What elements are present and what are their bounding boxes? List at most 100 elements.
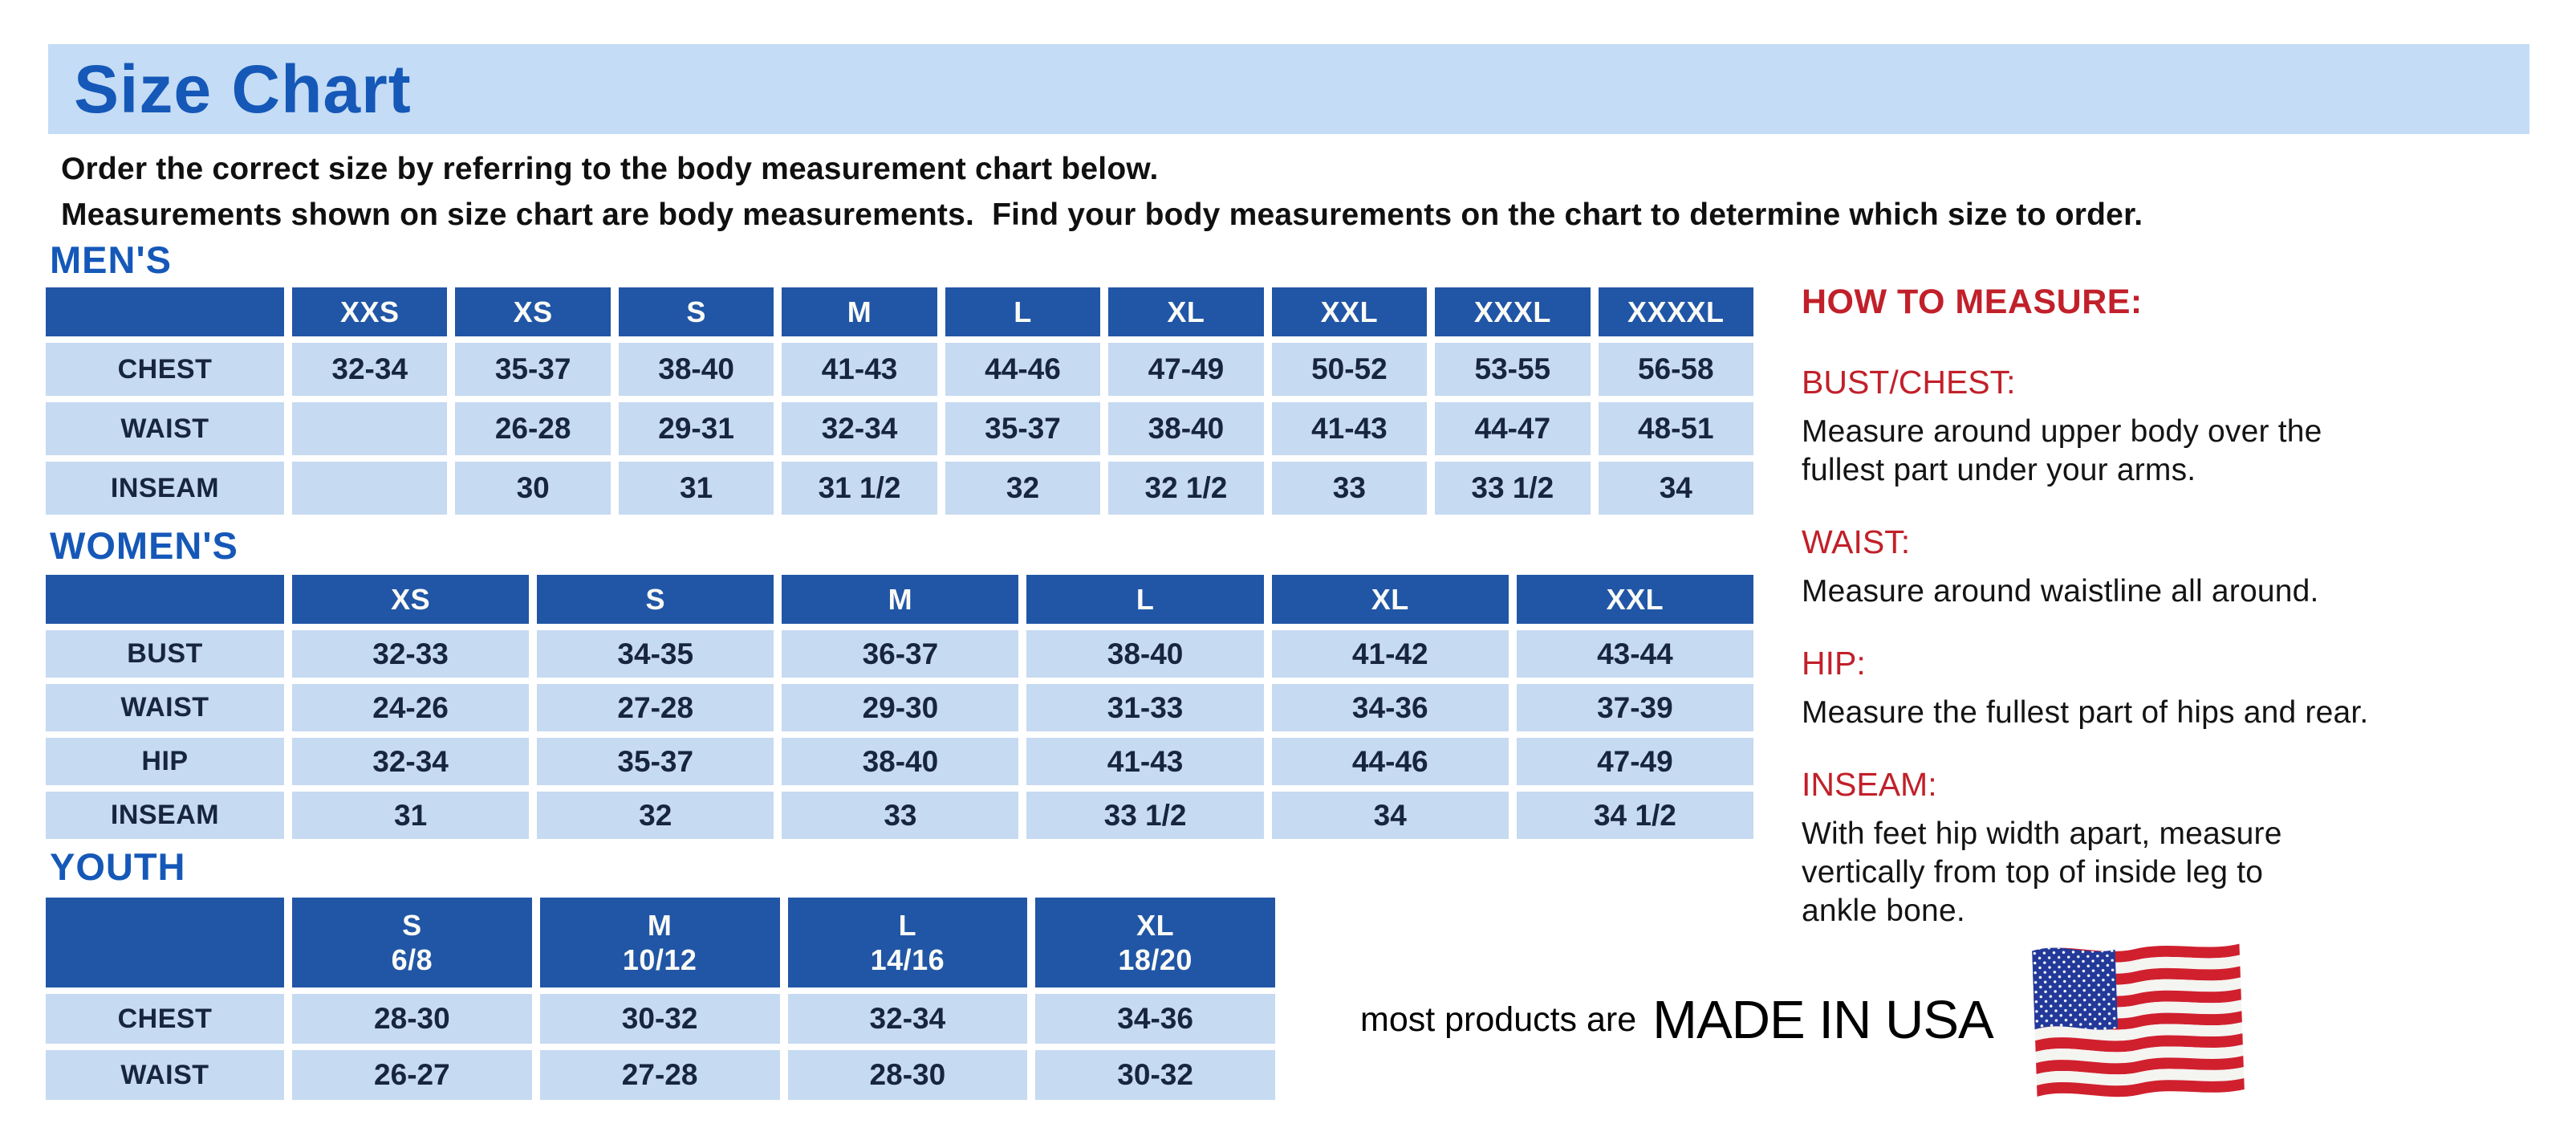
how-to-measure-panel: HOW TO MEASURE: BUST/CHEST: Measure arou…	[1802, 283, 2548, 964]
data-cell: 31	[618, 462, 774, 515]
data-cell: 43-44	[1516, 630, 1753, 678]
data-cell: 33	[782, 792, 1019, 839]
womens-size-table: XS S M L XL XXL BUST 32-33 34-35 36-37 38-40 41-42 4…	[46, 575, 1753, 839]
row-label-cell: INSEAM	[46, 792, 284, 839]
inseam-heading: INSEAM:	[1802, 766, 1937, 803]
data-cell: 41-43	[1271, 402, 1428, 455]
data-cell: 34 1/2	[1516, 792, 1753, 839]
waist-text: Measure around waistline all around.	[1802, 574, 2319, 609]
data-cell: 27-28	[537, 684, 774, 731]
data-cell: 29-30	[782, 684, 1019, 731]
row-label-cell: HIP	[46, 738, 284, 785]
data-cell: 41-42	[1271, 630, 1509, 678]
data-cell: 32-34	[292, 738, 530, 785]
data-cell: 32-34	[782, 402, 937, 455]
data-cell: 38-40	[782, 738, 1019, 785]
size-header-cell: M	[782, 287, 937, 336]
data-cell: 56-58	[1598, 343, 1753, 396]
data-cell: 31	[292, 792, 530, 839]
data-cell: 28-30	[787, 1050, 1028, 1100]
intro-text: Order the correct size by referring to t…	[61, 146, 2143, 238]
data-cell: 34-35	[537, 630, 774, 678]
size-header-cell: XL	[1271, 575, 1509, 624]
hip-heading: HIP:	[1802, 645, 1866, 682]
size-header-cell: XL 18/20	[1035, 898, 1275, 987]
data-cell: 35-37	[455, 343, 611, 396]
waist-heading: WAIST:	[1802, 523, 1911, 560]
data-cell: 32-34	[292, 343, 448, 396]
size-header-cell: S	[537, 575, 774, 624]
size-header-cell: M	[782, 575, 1019, 624]
row-label-cell: WAIST	[46, 402, 284, 455]
data-cell: 38-40	[1108, 402, 1264, 455]
data-cell: 30-32	[539, 994, 780, 1044]
row-label-cell: WAIST	[46, 1050, 284, 1100]
size-header-cell: S 6/8	[292, 898, 532, 987]
size-header-cell: XXS	[292, 287, 448, 336]
row-label-cell: BUST	[46, 630, 284, 678]
size-header-cell: L 14/16	[787, 898, 1028, 987]
header-corner-cell	[46, 898, 284, 987]
data-cell: 38-40	[1026, 630, 1264, 678]
data-cell: 24-26	[292, 684, 530, 731]
data-cell: 47-49	[1516, 738, 1753, 785]
data-cell: 44-46	[1271, 738, 1509, 785]
mens-size-table: XXS XS S M L XL XXL XXXL XXXXL CHEST 32-34 35-37 38-…	[46, 287, 1753, 515]
made-in-usa-prefix: most products are	[1360, 1000, 1637, 1039]
data-cell: 32	[945, 462, 1101, 515]
data-cell: 28-30	[292, 994, 532, 1044]
bust-chest-text: Measure around upper body over the fulle…	[1802, 414, 2322, 487]
data-cell: 44-47	[1435, 402, 1591, 455]
data-cell: 26-28	[455, 402, 611, 455]
data-cell: 38-40	[618, 343, 774, 396]
how-to-measure-title: HOW TO MEASURE:	[1802, 283, 2143, 321]
inseam-text: With feet hip width apart, measure verti…	[1802, 816, 2282, 928]
size-header-cell: S	[618, 287, 774, 336]
intro-line-2: Measurements shown on size chart are bod…	[61, 197, 2143, 232]
row-label-cell: INSEAM	[46, 462, 284, 515]
data-cell: 26-27	[292, 1050, 532, 1100]
youth-size-table: S 6/8 M 10/12 L 14/16 XL 18/20 CHEST 28-30 30-…	[46, 898, 1275, 1100]
size-header-cell: M 10/12	[539, 898, 780, 987]
data-cell: 34-36	[1035, 994, 1275, 1044]
data-cell: 31-33	[1026, 684, 1264, 731]
data-cell: 32 1/2	[1108, 462, 1264, 515]
mens-section-label: MEN'S	[50, 238, 172, 281]
data-cell: 29-31	[618, 402, 774, 455]
womens-section-label: WOMEN'S	[50, 524, 238, 567]
made-in-usa-row: most products are MADE IN USA	[1360, 938, 2253, 1102]
size-header-cell: L	[1026, 575, 1264, 624]
data-cell: 36-37	[782, 630, 1019, 678]
header-corner-cell	[46, 287, 284, 336]
data-cell: 37-39	[1516, 684, 1753, 731]
data-cell: 30-32	[1035, 1050, 1275, 1100]
size-header-cell: XL	[1108, 287, 1264, 336]
youth-section-label: YOUTH	[50, 845, 186, 888]
row-label-cell: CHEST	[46, 343, 284, 396]
data-cell: 32-34	[787, 994, 1028, 1044]
data-cell: 34-36	[1271, 684, 1509, 731]
data-cell: 50-52	[1271, 343, 1428, 396]
row-label-cell: WAIST	[46, 684, 284, 731]
data-cell: 27-28	[539, 1050, 780, 1100]
usa-flag-icon	[2021, 934, 2255, 1106]
data-cell: 47-49	[1108, 343, 1264, 396]
size-header-cell: L	[945, 287, 1101, 336]
data-cell: 33 1/2	[1435, 462, 1591, 515]
row-label-cell: CHEST	[46, 994, 284, 1044]
data-cell: 32	[537, 792, 774, 839]
data-cell: 35-37	[537, 738, 774, 785]
data-cell: 48-51	[1598, 402, 1753, 455]
header-corner-cell	[46, 575, 284, 624]
data-cell	[292, 402, 448, 455]
data-cell: 44-46	[945, 343, 1101, 396]
title-band: Size Chart	[48, 44, 2529, 134]
data-cell: 53-55	[1435, 343, 1591, 396]
data-cell: 34	[1598, 462, 1753, 515]
data-cell: 34	[1271, 792, 1509, 839]
hip-text: Measure the fullest part of hips and rea…	[1802, 695, 2369, 730]
data-cell: 41-43	[1026, 738, 1264, 785]
data-cell: 31 1/2	[782, 462, 937, 515]
bust-chest-heading: BUST/CHEST:	[1802, 364, 2016, 401]
data-cell: 35-37	[945, 402, 1101, 455]
